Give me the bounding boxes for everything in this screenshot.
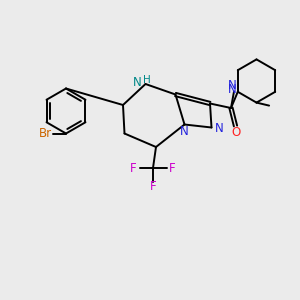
Text: F: F [169, 161, 176, 175]
Text: N: N [228, 79, 237, 92]
Text: N: N [228, 83, 237, 96]
Text: O: O [232, 126, 241, 139]
Text: F: F [130, 161, 137, 175]
Text: Br: Br [39, 127, 52, 140]
Text: N: N [180, 124, 189, 138]
Text: H: H [143, 75, 151, 85]
Text: N: N [133, 76, 142, 89]
Text: N: N [214, 122, 224, 136]
Text: F: F [150, 179, 156, 193]
